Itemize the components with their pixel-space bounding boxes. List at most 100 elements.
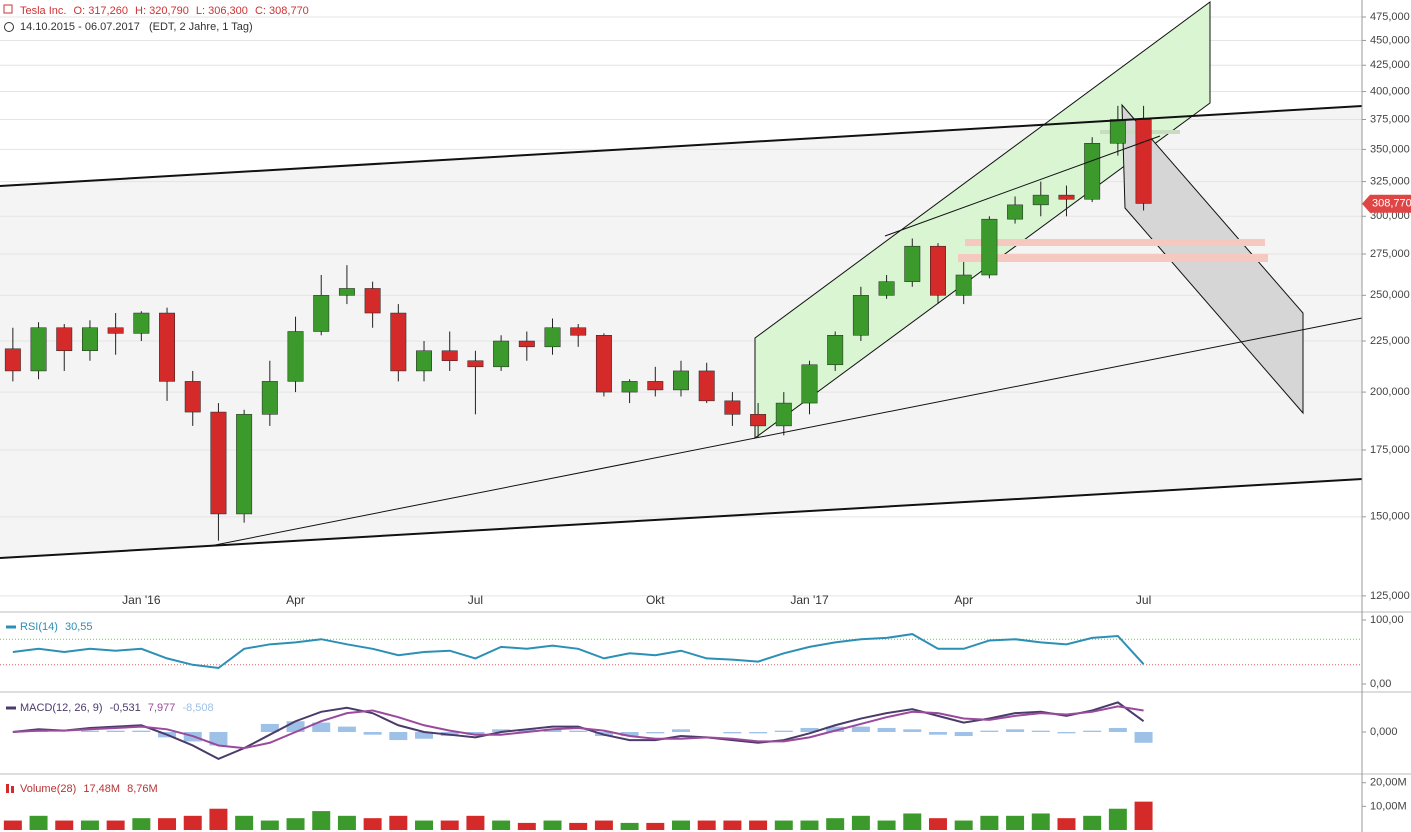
histogram-bar	[877, 727, 896, 732]
histogram-bar	[1057, 732, 1076, 734]
candle-body	[981, 218, 998, 276]
volume-bar	[723, 820, 742, 830]
y-tick-label: 400,000	[1370, 85, 1410, 97]
histogram-bar	[1006, 729, 1025, 732]
histogram-bar	[723, 732, 742, 734]
y-tick-label: 100,00	[1370, 614, 1404, 626]
volume-bar	[183, 815, 202, 830]
candle-body	[338, 288, 355, 296]
volume-bar	[209, 808, 228, 830]
title: Tesla Inc.	[20, 5, 66, 17]
volume-bar	[1031, 813, 1050, 830]
candle-body	[647, 381, 664, 391]
y-tick-label: 200,000	[1370, 386, 1410, 398]
volume-bar	[620, 822, 639, 830]
histogram-bar	[363, 732, 382, 735]
volume-bar	[260, 820, 279, 830]
y-tick-label: 450,000	[1370, 34, 1410, 46]
volume-bar	[415, 820, 434, 830]
volume-bar	[774, 820, 793, 830]
trend-line	[0, 105, 1363, 187]
volume-bar	[1057, 818, 1076, 830]
candle-body	[210, 411, 227, 515]
volume-bar	[749, 820, 768, 830]
y-tick-label: 225,000	[1370, 335, 1410, 347]
readout: L: 306,300	[196, 5, 248, 17]
candle-body	[955, 274, 972, 296]
candle-body	[930, 245, 946, 296]
candle-body	[1032, 194, 1049, 206]
histogram-bar	[106, 730, 125, 732]
volume-bar	[569, 822, 588, 830]
volume-bar	[492, 820, 511, 830]
volume-bar	[29, 815, 48, 830]
candle-body	[1135, 119, 1152, 204]
y-tick-label: 125,000	[1370, 590, 1410, 602]
x-tick-label: Jan '16	[122, 593, 161, 607]
title: RSI(14)	[20, 621, 58, 633]
histogram-bar	[389, 732, 408, 741]
volume-bar	[106, 820, 125, 830]
candle-body	[878, 281, 895, 296]
readout: 17,48M	[83, 783, 120, 795]
readout: O: 317,260	[74, 5, 128, 17]
candle-body	[1084, 143, 1101, 200]
title: Volume(28)	[20, 783, 76, 795]
candle-body	[390, 312, 407, 372]
candle-body	[56, 327, 73, 352]
volume-bar	[877, 820, 896, 830]
price-tag	[1362, 194, 1411, 213]
readout: -8,508	[182, 702, 213, 714]
histogram-bar	[312, 722, 331, 732]
candle-body	[81, 327, 98, 352]
candle-body	[698, 370, 715, 402]
volume-bar	[389, 815, 408, 830]
volume-bar	[1108, 808, 1127, 830]
volume-bar	[466, 815, 485, 830]
candle-body	[801, 364, 818, 404]
x-tick-label: Jul	[1136, 593, 1151, 607]
volume-bar	[337, 815, 356, 830]
histogram-bar	[132, 730, 151, 732]
pane-label: Volume(28) 17,48M 8,76M	[20, 783, 158, 795]
trend-line	[0, 478, 1363, 559]
volume-bar	[697, 820, 716, 830]
histogram-bar	[1134, 732, 1153, 743]
readout: 7,977	[148, 702, 176, 714]
candle-body	[236, 414, 253, 515]
volume-bar	[928, 818, 947, 830]
y-tick-label: 0,00	[1370, 678, 1391, 690]
volume-bar	[158, 818, 177, 830]
histogram-bar	[646, 732, 665, 734]
candle-body	[775, 402, 792, 427]
candle-body	[570, 327, 587, 336]
candle-body	[852, 295, 869, 336]
volume-bar	[646, 822, 665, 830]
histogram-bar	[466, 732, 485, 735]
histogram-bar	[543, 729, 562, 732]
histogram-bar	[928, 732, 947, 735]
header: Tesla Inc. O: 317,260 H: 320,790 L: 306,…	[20, 5, 309, 17]
clock-icon	[4, 22, 14, 32]
x-tick-label: Jan '17	[790, 593, 829, 607]
readout: C: 308,770	[255, 5, 309, 17]
volume-bar	[800, 820, 819, 830]
y-tick-label: 375,000	[1370, 113, 1410, 125]
candle-body	[159, 312, 175, 382]
y-tick-label: 300,000	[1370, 210, 1410, 222]
candle-body	[1007, 204, 1024, 220]
histogram-bar	[209, 732, 228, 746]
volume-bar	[672, 820, 690, 830]
y-tick-label: 275,000	[1370, 248, 1410, 260]
candle-body	[724, 400, 741, 415]
y-tick-label: 425,000	[1370, 59, 1410, 71]
volume-bar	[851, 815, 870, 830]
candle-body	[544, 327, 561, 348]
histogram-bar	[517, 729, 536, 732]
histogram-bar	[903, 729, 922, 732]
histogram-bar	[851, 726, 870, 732]
volume-bar	[286, 818, 305, 830]
histogram-bar	[337, 726, 356, 732]
candle-body	[1109, 119, 1126, 144]
